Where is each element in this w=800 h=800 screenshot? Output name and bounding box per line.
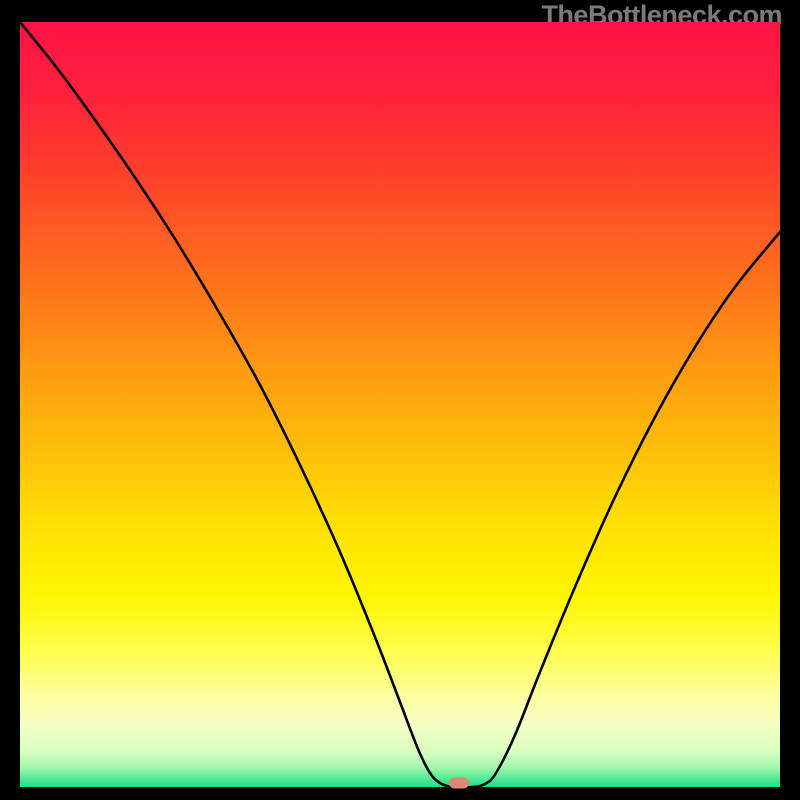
bottleneck-curve xyxy=(20,22,780,787)
chart-svg xyxy=(20,22,780,787)
plot-area xyxy=(20,22,780,787)
chart-frame: TheBottleneck.com xyxy=(0,0,800,800)
optimal-marker xyxy=(449,778,469,789)
gradient-background xyxy=(20,22,780,787)
